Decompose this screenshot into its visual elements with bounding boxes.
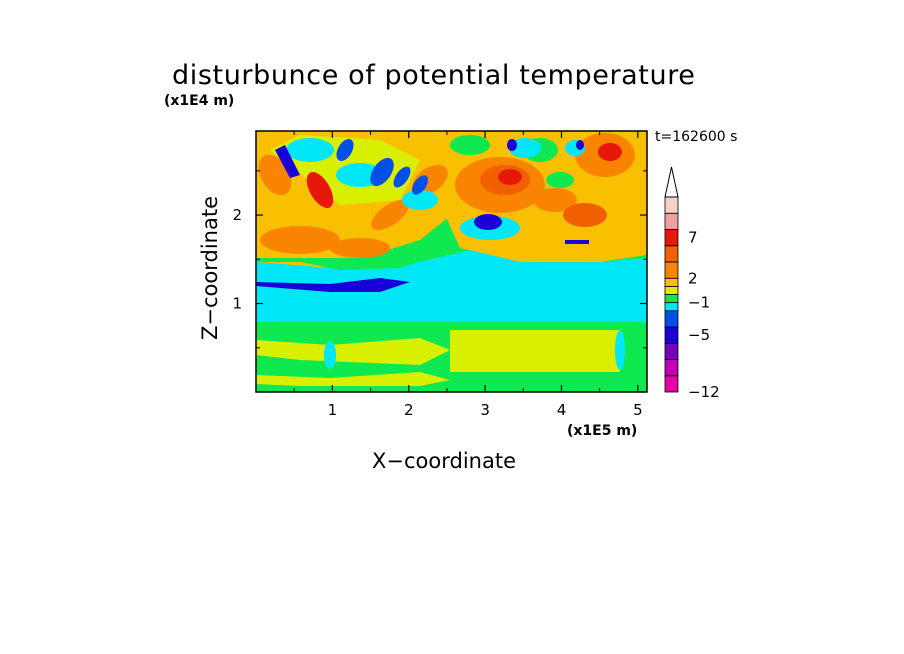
field-blob (563, 203, 607, 227)
z-scale-label: (x1E4 m) (164, 93, 235, 109)
colorbar-band (664, 261, 679, 279)
x-tick-label: 3 (480, 401, 490, 419)
field-blob (336, 139, 354, 161)
colorbar-band (664, 359, 679, 377)
field-blob (533, 188, 577, 212)
field-blob (565, 240, 589, 244)
field-blob (498, 169, 522, 185)
field-blob (256, 372, 450, 386)
y-tick-label: 2 (232, 206, 242, 224)
y-axis-ticks: 12 (232, 170, 647, 349)
colorbar-band (664, 229, 679, 247)
colorbar-tick-label: −12 (688, 383, 720, 401)
field-blob (324, 341, 336, 369)
colorbar-band (664, 310, 679, 328)
colorbar-tick-label: 7 (688, 229, 698, 247)
x-tick-label: 2 (404, 401, 414, 419)
colorbar-extend-arrow (664, 166, 679, 198)
y-tick-label: 1 (232, 295, 242, 313)
colorbar-tick-label: 2 (688, 269, 698, 287)
colorbar: −12−5−127 (664, 166, 720, 401)
field-blob (576, 140, 584, 150)
field-blob (306, 171, 334, 209)
field-blob (256, 278, 410, 292)
field-blob (615, 330, 625, 370)
field-blob (509, 138, 541, 158)
colorbar-tick-label: −5 (688, 326, 710, 344)
field-blob (402, 190, 438, 210)
x-tick-label: 4 (557, 401, 567, 419)
colorbar-band (664, 326, 679, 344)
field-blob (256, 338, 450, 365)
field-blob (474, 214, 502, 230)
colorbar-band (664, 212, 679, 230)
colorbar-band (664, 302, 679, 312)
field-blob (450, 135, 490, 155)
field-blob (286, 138, 334, 162)
field-blob (507, 139, 517, 151)
field-blob (371, 199, 409, 231)
time-annotation: t=162600 s (655, 129, 738, 145)
colorbar-band (664, 245, 679, 263)
colorbar-band (664, 342, 679, 360)
colorbar-band (664, 285, 679, 295)
chart-title: disturbunce of potential temperature (172, 60, 696, 91)
colorbar-band (664, 277, 679, 287)
x-tick-label: 5 (633, 401, 643, 419)
field-blob (598, 143, 622, 161)
colorbar-tick-label: −1 (688, 294, 710, 312)
field-blob (393, 166, 411, 188)
field-blob (260, 226, 340, 254)
field-blob (256, 258, 430, 270)
x-tick-label: 1 (328, 401, 338, 419)
contour-field (256, 131, 647, 392)
colorbar-band (664, 375, 679, 393)
field-lower-yellow (450, 330, 620, 372)
field-blob (275, 145, 300, 178)
x-scale-label: (x1E5 m) (567, 423, 638, 439)
colorbar-band (664, 294, 679, 304)
field-blob (370, 157, 394, 187)
field-blob (412, 175, 428, 195)
field-blob (546, 172, 574, 188)
plot-frame (255, 130, 648, 393)
x-axis-ticks: 1 2 3 4 5 (293, 131, 643, 419)
x-axis-label: X−coordinate (372, 449, 516, 473)
field-blob (330, 238, 390, 258)
colorbar-band (664, 196, 679, 214)
